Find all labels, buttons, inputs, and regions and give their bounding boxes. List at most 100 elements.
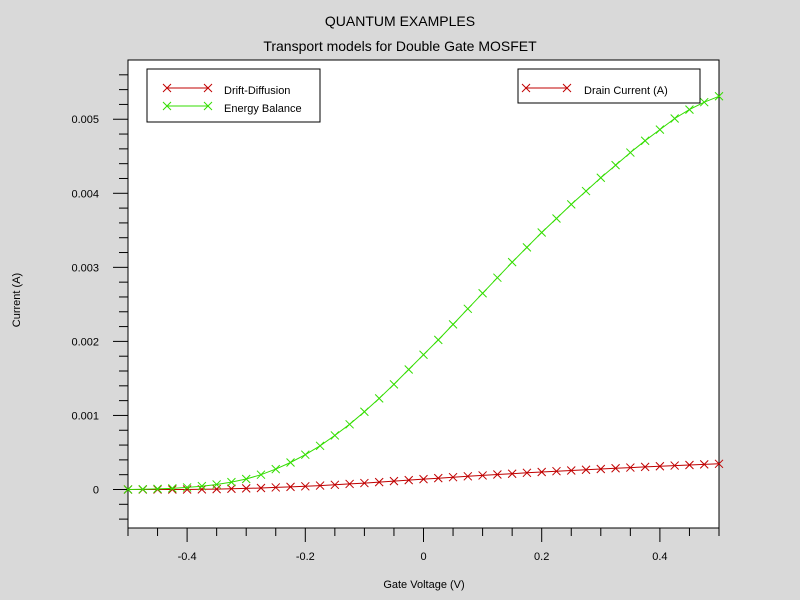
data-point-drift-diffusion bbox=[315, 481, 325, 490]
data-point-energy-balance bbox=[182, 483, 192, 492]
data-point-energy-balance bbox=[419, 350, 428, 360]
data-point-drift-diffusion bbox=[655, 461, 665, 471]
legend-label-energy-balance: Energy Balance bbox=[224, 103, 302, 115]
data-point-drift-diffusion bbox=[345, 479, 354, 489]
data-point-drift-diffusion bbox=[478, 471, 487, 480]
legend-swatch-marker bbox=[562, 83, 572, 93]
data-point-drift-diffusion bbox=[300, 481, 310, 491]
data-point-drift-diffusion bbox=[433, 473, 443, 483]
data-point-energy-balance bbox=[330, 431, 340, 440]
data-point-drift-diffusion bbox=[404, 475, 414, 485]
x-tick-label: -0.2 bbox=[296, 551, 315, 563]
y-axis: 0 0.001 0.002 0.003 0.004 0.005 bbox=[71, 74, 128, 520]
data-point-drift-diffusion bbox=[330, 480, 340, 490]
data-point-drift-diffusion bbox=[611, 463, 620, 473]
legend-swatch-drain-current bbox=[521, 83, 572, 93]
x-axis-label: Gate Voltage (V) bbox=[383, 579, 464, 591]
chart-title: QUANTUM EXAMPLES bbox=[325, 13, 475, 29]
legend-swatch-marker bbox=[162, 83, 172, 93]
data-point-energy-balance bbox=[537, 228, 547, 237]
data-point-drift-diffusion bbox=[537, 467, 547, 477]
y-tick-label: 0 bbox=[93, 484, 99, 496]
data-point-energy-balance bbox=[345, 419, 354, 429]
data-point-drift-diffusion bbox=[507, 469, 517, 479]
data-point-drift-diffusion bbox=[286, 482, 295, 492]
data-point-drift-diffusion bbox=[256, 483, 266, 493]
data-point-drift-diffusion bbox=[699, 460, 709, 469]
legend-swatch-marker bbox=[203, 83, 213, 93]
data-point-energy-balance bbox=[478, 288, 487, 298]
y-tick-label: 0.004 bbox=[71, 188, 99, 200]
x-axis: -0.4 -0.2 0 0.2 0.4 bbox=[127, 528, 720, 563]
x-tick-label: 0.2 bbox=[534, 551, 549, 563]
data-point-energy-balance bbox=[286, 458, 295, 467]
data-point-drift-diffusion bbox=[685, 460, 694, 470]
legend-right: Drain Current (A) bbox=[517, 68, 701, 104]
data-point-energy-balance bbox=[596, 173, 606, 183]
legend-swatch-energy-balance bbox=[162, 101, 213, 111]
data-point-energy-balance bbox=[197, 481, 207, 491]
data-point-energy-balance bbox=[625, 148, 635, 157]
data-point-energy-balance bbox=[522, 242, 532, 252]
data-point-energy-balance bbox=[566, 200, 576, 209]
legend-swatch-drift-diffusion bbox=[162, 83, 213, 93]
legend-swatch-marker bbox=[203, 101, 213, 111]
data-point-drift-diffusion bbox=[552, 466, 561, 476]
legend-right-box bbox=[517, 68, 701, 104]
data-point-energy-balance bbox=[271, 464, 281, 474]
data-point-drift-diffusion bbox=[640, 462, 650, 472]
data-point-drift-diffusion bbox=[241, 484, 251, 493]
legend-label-drain-current: Drain Current (A) bbox=[584, 85, 668, 97]
data-point-drift-diffusion bbox=[522, 468, 532, 478]
data-point-drift-diffusion bbox=[581, 465, 591, 475]
data-point-energy-balance bbox=[167, 484, 177, 493]
data-point-energy-balance bbox=[374, 394, 384, 403]
y-tick-label: 0.001 bbox=[71, 410, 99, 422]
legend-left: Drift-Diffusion Energy Balance bbox=[146, 68, 321, 123]
data-point-energy-balance bbox=[241, 474, 251, 484]
data-point-energy-balance bbox=[404, 365, 414, 374]
data-point-drift-diffusion bbox=[227, 484, 236, 494]
data-point-drift-diffusion bbox=[714, 459, 724, 469]
data-point-drift-diffusion bbox=[625, 463, 635, 472]
y-tick-label: 0.005 bbox=[71, 114, 99, 126]
x-tick-label: 0 bbox=[420, 551, 426, 563]
data-point-energy-balance bbox=[212, 480, 222, 489]
y-tick-label: 0.002 bbox=[71, 336, 99, 348]
data-point-drift-diffusion bbox=[374, 477, 384, 487]
x-tick-label: 0.4 bbox=[652, 551, 667, 563]
data-point-energy-balance bbox=[463, 304, 473, 314]
data-point-energy-balance bbox=[256, 470, 266, 480]
legend-left-box bbox=[146, 68, 321, 123]
data-point-energy-balance bbox=[640, 136, 650, 146]
data-point-drift-diffusion bbox=[360, 478, 369, 488]
legend-swatch-marker bbox=[162, 101, 172, 111]
data-point-energy-balance bbox=[153, 484, 162, 494]
data-point-energy-balance bbox=[655, 125, 665, 134]
data-point-drift-diffusion bbox=[419, 474, 428, 484]
data-point-drift-diffusion bbox=[448, 472, 458, 482]
data-point-energy-balance bbox=[360, 407, 369, 417]
data-point-drift-diffusion bbox=[670, 461, 680, 470]
data-point-energy-balance bbox=[552, 214, 561, 223]
data-point-energy-balance bbox=[227, 477, 236, 487]
series-layer bbox=[123, 91, 724, 494]
y-axis-label: Current (A) bbox=[11, 273, 23, 327]
data-point-energy-balance bbox=[433, 335, 443, 345]
y-tick-label: 0.003 bbox=[71, 262, 99, 274]
data-point-energy-balance bbox=[448, 320, 458, 329]
data-point-drift-diffusion bbox=[596, 464, 606, 474]
data-point-energy-balance bbox=[611, 160, 620, 170]
legend-label-drift-diffusion: Drift-Diffusion bbox=[224, 85, 290, 97]
chart-subtitle: Transport models for Double Gate MOSFET bbox=[263, 38, 537, 54]
data-point-energy-balance bbox=[699, 97, 709, 107]
data-point-drift-diffusion bbox=[463, 471, 473, 481]
x-tick-label: -0.4 bbox=[178, 551, 197, 563]
data-point-energy-balance bbox=[685, 105, 694, 114]
data-point-drift-diffusion bbox=[389, 476, 399, 486]
data-point-energy-balance bbox=[714, 91, 724, 101]
data-point-energy-balance bbox=[507, 257, 517, 267]
data-point-drift-diffusion bbox=[493, 470, 502, 479]
data-point-energy-balance bbox=[138, 484, 148, 494]
